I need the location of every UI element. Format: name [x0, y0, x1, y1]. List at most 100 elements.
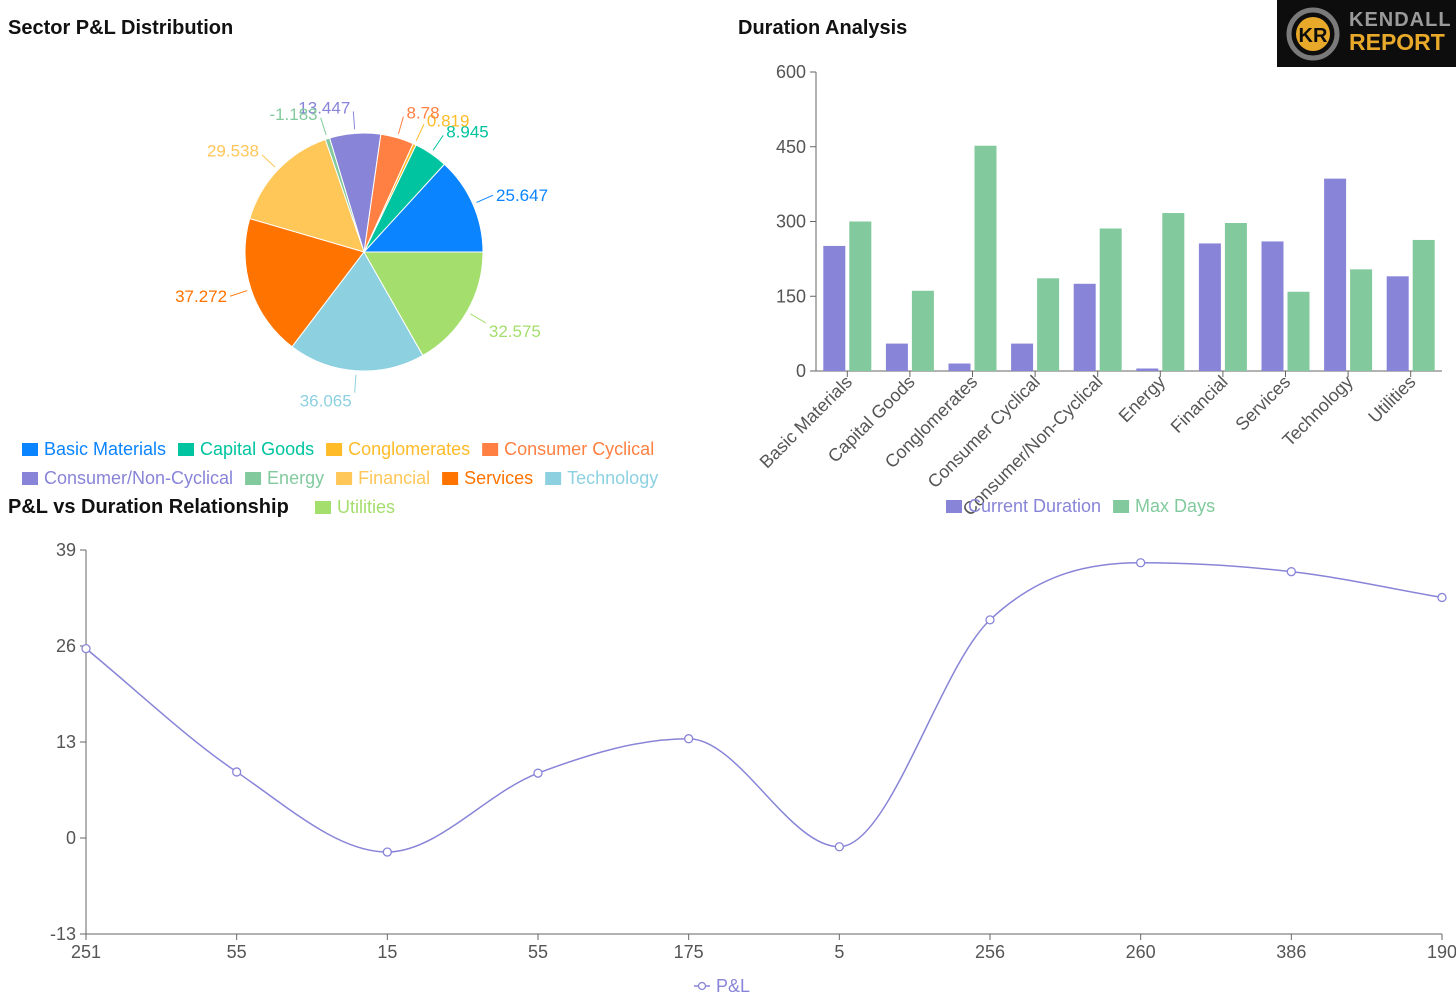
line-x-tick-label-8: 386	[1276, 942, 1306, 962]
pie-legend-label-technology: Technology	[567, 468, 658, 488]
pie-data-label-financial: 29.538	[207, 142, 259, 161]
pie-legend-label-financial: Financial	[358, 468, 430, 488]
pie-data-label-energy: -1.183	[269, 105, 317, 124]
line-legend-label-pl: P&L	[716, 976, 750, 996]
pie-legend-swatch-technology	[545, 472, 562, 485]
bar-y-tick-label-450: 450	[776, 137, 806, 157]
pie-label-line-financial	[261, 154, 276, 168]
pie-legend-swatch-utilities	[315, 501, 331, 514]
line-point-3	[533, 768, 543, 778]
bar-max-days-consumer-non-cyclical	[1099, 228, 1122, 371]
pie-slice-services	[244, 218, 365, 348]
pie-label-line-services	[229, 290, 248, 297]
pie-data-label-consumer-cyclical: 8.78	[406, 104, 439, 123]
line-x-tick-label-3: 55	[528, 942, 548, 962]
bar-legend: Current Duration Max Days	[946, 496, 1215, 516]
bar-current-duration-energy	[1136, 368, 1159, 371]
bar-current-duration-financial	[1198, 243, 1221, 371]
line-legend-swatch-marker	[697, 981, 707, 991]
pie-legend-label-conglomerates: Conglomerates	[348, 439, 470, 459]
pie-data-label-conglomerates: 0.819	[427, 111, 470, 130]
line-x-tick-label-4: 175	[674, 942, 704, 962]
line-chart-title: P&L vs Duration Relationship	[8, 496, 289, 518]
line-x-tick-label-2: 15	[377, 942, 397, 962]
bar-y-tick-label-0: 0	[796, 361, 806, 381]
pie-slice-utilities	[363, 251, 484, 357]
bar-max-days-consumer-cyclical	[1037, 278, 1060, 371]
line-x-tick-label-6: 256	[975, 942, 1005, 962]
line-point-1	[232, 767, 242, 777]
pie-slice-financial	[249, 138, 365, 253]
line-x-tick-label-5: 5	[834, 942, 844, 962]
pie-slice-basic-materials	[362, 163, 484, 253]
pie-legend-swatch-basic-materials	[22, 443, 38, 456]
pie-data-label-capital-goods: 8.945	[446, 122, 489, 141]
bar-y-tick-label-150: 150	[776, 286, 806, 306]
pie-data-label-consumer-non-cyclical: 13.447	[298, 98, 350, 117]
line-legend: P&L	[694, 976, 750, 996]
pie-legend-swatch-conglomerates	[326, 443, 343, 456]
bar-current-duration-consumer-cyclical	[1011, 343, 1034, 371]
pie-legend-swatch-consumer-cyclical	[482, 443, 499, 456]
bar-x-tick-label-services: Services	[1231, 372, 1294, 435]
pie-data-label-basic-materials: 25.647	[496, 186, 548, 205]
bar-legend-swatch-max-days	[1113, 500, 1130, 513]
line-point-4	[684, 734, 694, 744]
line-point-2	[382, 847, 392, 857]
kendall-report-logo: KR KENDALL REPORT	[1277, 0, 1456, 67]
pie-data-label-utilities: 32.575	[489, 322, 541, 341]
bar-max-days-conglomerates	[974, 145, 997, 371]
pie-label-line-basic-materials	[476, 194, 494, 203]
bar-current-duration-technology	[1324, 178, 1347, 371]
line-y-tick-label-26: 26	[56, 636, 76, 656]
bar-max-days-financial	[1224, 222, 1247, 371]
bar-legend-label-max-days: Max Days	[1135, 496, 1215, 516]
bar-current-duration-utilities	[1386, 276, 1409, 371]
line-x-tick-label-1: 55	[227, 942, 247, 962]
pie-label-line-technology	[354, 374, 357, 393]
pie-label-line-energy	[320, 117, 327, 136]
pie-legend-label-utilities: Utilities	[337, 497, 395, 517]
line-y-tick-label-0: 0	[66, 828, 76, 848]
line-x-tick-label-0: 251	[71, 942, 101, 962]
bar-current-duration-conglomerates	[948, 363, 971, 371]
line-point-5	[834, 842, 844, 852]
bar-y-tick-label-300: 300	[776, 212, 806, 232]
pie-data-label-technology: 36.065	[300, 392, 352, 411]
pie-legend-label-basic-materials: Basic Materials	[44, 439, 166, 459]
bar-legend-label-current-duration: Current Duration	[968, 496, 1101, 516]
bar-x-tick-label-utilities: Utilities	[1364, 372, 1419, 427]
pie-legend-swatch-consumer-non-cyclical	[22, 472, 38, 485]
line-y-tick-label-13: -13	[50, 924, 76, 944]
bar-current-duration-services	[1261, 241, 1284, 371]
line-chart: -13 0 13 26 39 251 55 15 55 175 5 256 260 386 190	[50, 540, 1456, 962]
bar-current-duration-consumer-non-cyclical	[1073, 283, 1096, 371]
logo-monogram-text: KR	[1299, 25, 1328, 47]
line-point-9	[1437, 592, 1447, 603]
line-y-tick-label-13: 13	[56, 732, 76, 752]
bar-current-duration-basic-materials	[823, 245, 846, 371]
bar-max-days-capital-goods	[911, 290, 934, 371]
pie-label-line-consumer-non-cyclical	[352, 111, 356, 130]
pie-legend-swatch-capital-goods	[178, 443, 195, 456]
pie-legend-label-consumer-cyclical: Consumer Cyclical	[504, 439, 654, 459]
pie-legend-label-energy: Energy	[267, 468, 324, 488]
logo-monogram-icon: KR	[1286, 7, 1340, 61]
bar-x-tick-label-financial: Financial	[1167, 372, 1232, 437]
bar-legend-swatch-current-duration	[946, 500, 962, 513]
line-series-pl	[85, 562, 1443, 853]
pie-legend-swatch-financial	[336, 472, 353, 485]
bar-chart-title: Duration Analysis	[738, 17, 908, 39]
pie-label-line-utilities	[470, 313, 487, 324]
line-point-0	[81, 643, 91, 654]
bar-max-days-energy	[1162, 213, 1185, 371]
pie-legend-swatch-energy	[245, 472, 262, 485]
line-y-tick-label-39: 39	[56, 540, 76, 560]
pie-legend-label-services: Services	[464, 468, 533, 488]
pie-legend-swatch-services	[442, 472, 459, 485]
bar-y-tick-label-600: 600	[776, 62, 806, 82]
pie-legend-label-consumer-non-cyclical: Consumer/Non-Cyclical	[44, 468, 233, 488]
